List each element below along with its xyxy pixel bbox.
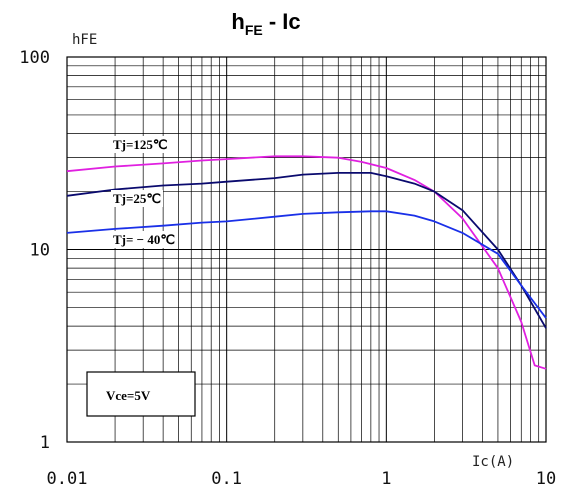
x-tick-label: 1 [381,469,391,488]
x-axis-label: Ic(A) [472,454,514,470]
x-tick-label: 0.1 [211,469,242,488]
series-line-0 [66,155,547,370]
y-tick-label: 1 [40,433,50,453]
series-label-bg [111,231,177,248]
y-tick-label: 100 [19,48,50,68]
series-line-2 [66,210,547,319]
grid [66,57,546,443]
series-label-bg [111,190,164,207]
series-line-1 [66,172,547,329]
x-tick-label: 0.01 [47,469,88,488]
x-tick-label: 10 [536,469,556,488]
note-text: Vce=5V [106,388,151,403]
series-label-bg [111,136,170,153]
series-label-1: Tj=25℃ [113,191,161,206]
chart-title: hFE - Ic [231,9,300,38]
tick-labels: 0.01 0.1 1 10 1 10 100 [19,48,556,488]
plot-frame [66,56,547,443]
vce-note-box: Vce=5V [86,371,196,417]
y-tick-label: 10 [30,241,50,261]
series [66,155,547,370]
series-labels: Tj=125℃ Tj=25℃ Tj= − 40℃ [111,136,177,248]
y-axis-label: hFE [72,32,97,48]
note-box-border [86,371,196,417]
series-label-2: Tj= − 40℃ [113,232,175,247]
series-label-0: Tj=125℃ [113,137,168,152]
